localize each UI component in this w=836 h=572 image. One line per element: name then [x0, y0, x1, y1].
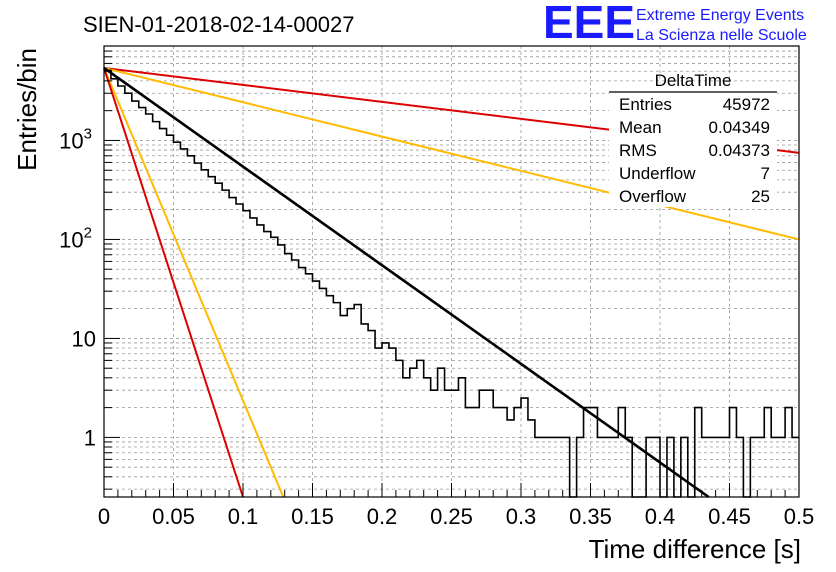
stats-box: DeltaTime Entries 45972 Mean 0.04349 RMS 0.04…	[609, 71, 777, 207]
x-tick-label: 0.5	[784, 504, 815, 529]
y-tick-base: 10	[59, 128, 83, 153]
x-tick-label: 0.3	[506, 504, 537, 529]
x-tick-label: 0.15	[291, 504, 334, 529]
orange-reference-line	[103, 67, 285, 498]
stats-value-entries: 45972	[723, 95, 770, 114]
stats-label-entries: Entries	[619, 95, 672, 114]
stats-label-mean: Mean	[619, 118, 662, 137]
stats-box-title: DeltaTime	[655, 71, 732, 90]
histogram-outline	[104, 69, 799, 498]
histogram	[104, 69, 799, 498]
reference-lines	[103, 66, 800, 498]
orange-reference-line	[103, 66, 800, 241]
eee-logo: EEE	[543, 0, 635, 48]
x-axis-label: Time difference [s]	[589, 534, 801, 564]
stats-value-overflow: 25	[751, 187, 770, 206]
exponential-fit-line	[103, 66, 710, 499]
logo-subtitle-1: Extreme Energy Events	[636, 7, 804, 24]
stats-label-underflow: Underflow	[619, 164, 696, 183]
x-tick-label: 0.4	[645, 504, 676, 529]
axis-ticks: 0 0.05 0.1 0.15 0.2 0.25 0.3 0.35 0.4 0.45 0.51101…	[59, 45, 815, 529]
stats-value-rms: 0.04373	[709, 141, 770, 160]
x-tick-label: 0.05	[152, 504, 195, 529]
y-tick-label: 103	[59, 125, 92, 153]
x-tick-label: 0.2	[367, 504, 398, 529]
x-tick-label: 0.25	[430, 504, 473, 529]
y-tick-label: 10	[72, 326, 96, 351]
logo-subtitle-2: La Scienza nelle Scuole	[636, 27, 807, 44]
y-tick-label: 102	[59, 224, 92, 252]
x-tick-label: 0	[98, 504, 110, 529]
stats-value-mean: 0.04349	[709, 118, 770, 137]
y-tick-exponent: 3	[84, 125, 92, 142]
fit-line	[103, 66, 710, 499]
stats-label-rms: RMS	[619, 141, 657, 160]
y-tick-label: 1	[84, 425, 96, 450]
red-reference-line	[103, 67, 244, 498]
stats-value-underflow: 7	[761, 164, 770, 183]
stats-box-bg	[609, 83, 777, 207]
y-axis-label: Entries/bin	[12, 48, 42, 171]
y-tick-exponent: 2	[84, 224, 92, 241]
run-title: SIEN-01-2018-02-14-00027	[83, 12, 355, 37]
y-tick-base: 10	[59, 227, 83, 252]
x-tick-label: 0.35	[569, 504, 612, 529]
x-tick-label: 0.45	[708, 504, 751, 529]
x-tick-label: 0.1	[228, 504, 259, 529]
stats-label-overflow: Overflow	[619, 187, 687, 206]
